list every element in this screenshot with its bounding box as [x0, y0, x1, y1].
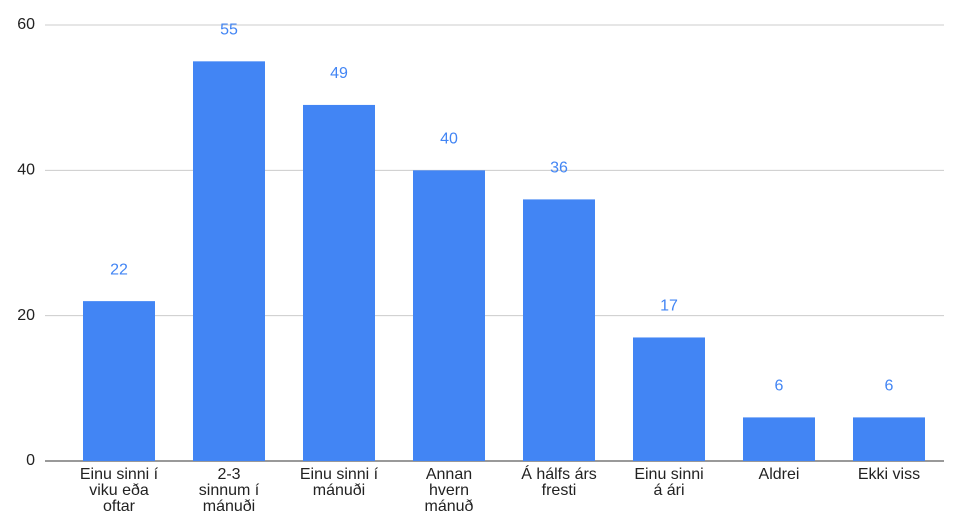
bar [853, 417, 925, 461]
x-tick-label: Á hálfs árs fresti [521, 466, 597, 499]
value-label: 36 [550, 160, 568, 177]
bar [83, 301, 155, 461]
y-tick-label: 40 [17, 162, 35, 179]
x-tick-label: Einu sinni í viku eða oftar [79, 466, 159, 515]
bar [413, 170, 485, 462]
bar [743, 417, 815, 461]
value-label: 55 [220, 22, 238, 39]
value-label: 49 [330, 65, 348, 82]
y-tick-label: 60 [17, 16, 35, 33]
x-tick-label: Einu sinni í mánuði [299, 466, 379, 499]
bar [633, 337, 705, 461]
x-tick-label: Einu sinni á ári [634, 466, 704, 499]
value-label: 22 [110, 261, 128, 278]
x-tick-label: Aldrei [758, 466, 800, 483]
bar [303, 104, 375, 461]
y-tick-label: 20 [17, 307, 35, 324]
bar [193, 61, 265, 461]
x-tick-label: Ekki viss [857, 466, 921, 483]
bar [523, 199, 595, 461]
value-label: 6 [885, 378, 894, 395]
y-tick-label: 0 [26, 452, 35, 469]
value-label: 6 [775, 378, 784, 395]
value-label: 17 [660, 298, 678, 315]
x-tick-label: 2-3 sinnum í mánuði [198, 466, 260, 515]
x-tick-label: Annan hvern mánuð [424, 466, 474, 515]
value-label: 40 [440, 131, 458, 148]
